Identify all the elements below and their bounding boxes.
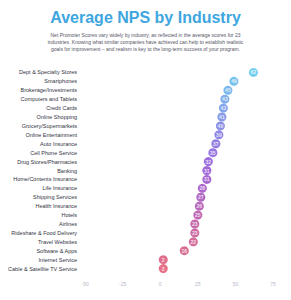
- svg-text:37: 37: [213, 141, 219, 147]
- svg-text:32: 32: [206, 159, 212, 165]
- svg-text:Health Insurance: Health Insurance: [35, 203, 77, 209]
- svg-text:Dept & Specialty Stores: Dept & Specialty Stores: [19, 69, 77, 75]
- svg-text:Shipping Services: Shipping Services: [33, 194, 77, 200]
- svg-text:Rideshare & Food Delivery: Rideshare & Food Delivery: [11, 230, 77, 236]
- svg-text:22: 22: [191, 239, 197, 245]
- svg-text:Smartphones: Smartphones: [44, 78, 77, 84]
- svg-text:Home/Contents Insurance: Home/Contents Insurance: [13, 176, 77, 182]
- svg-text:Banking: Banking: [57, 168, 77, 174]
- svg-text:Life Insurance: Life Insurance: [43, 185, 78, 191]
- svg-text:0: 0: [159, 281, 162, 287]
- svg-text:2: 2: [162, 266, 165, 272]
- svg-text:28: 28: [200, 185, 206, 191]
- svg-text:75: 75: [270, 281, 276, 287]
- svg-text:Online Entertainment: Online Entertainment: [25, 132, 77, 138]
- svg-text:Cable & Satellite TV Service: Cable & Satellite TV Service: [8, 266, 77, 272]
- svg-text:Cell Phone Service: Cell Phone Service: [30, 150, 77, 156]
- svg-text:Average NPS by Industry: Average NPS by Industry: [50, 9, 241, 26]
- svg-text:Travel Websites: Travel Websites: [38, 239, 77, 245]
- svg-text:Brokerage/Investments: Brokerage/Investments: [21, 87, 78, 93]
- svg-text:Internet Service: Internet Service: [39, 257, 78, 263]
- svg-text:16: 16: [182, 248, 188, 254]
- svg-text:25: 25: [195, 212, 201, 218]
- svg-text:50: 50: [233, 281, 239, 287]
- svg-text:Drug Stores/Pharmacies: Drug Stores/Pharmacies: [17, 159, 77, 165]
- svg-text:27: 27: [198, 194, 204, 200]
- svg-text:Hotels: Hotels: [61, 212, 77, 218]
- svg-text:Online Shopping: Online Shopping: [36, 114, 77, 120]
- svg-text:2: 2: [162, 257, 165, 263]
- svg-text:49: 49: [231, 78, 237, 84]
- svg-text:40: 40: [218, 123, 224, 129]
- svg-text:Net Promoter Scores vary widel: Net Promoter Scores vary widely by indus…: [51, 32, 241, 38]
- svg-text:23: 23: [192, 230, 198, 236]
- svg-text:-50: -50: [81, 281, 88, 287]
- svg-text:Grocery/Supermarkets: Grocery/Supermarkets: [22, 123, 78, 129]
- svg-text:31: 31: [204, 176, 210, 182]
- svg-text:Auto Insurance: Auto Insurance: [40, 141, 77, 147]
- svg-text:25: 25: [195, 281, 201, 287]
- svg-text:goals for improvement – and re: goals for improvement – and realism is k…: [51, 46, 240, 52]
- svg-text:45: 45: [225, 87, 231, 93]
- svg-text:Software & Apps: Software & Apps: [36, 248, 77, 254]
- svg-text:Credit Cards: Credit Cards: [46, 105, 77, 111]
- svg-text:35: 35: [210, 150, 216, 156]
- svg-text:23: 23: [192, 221, 198, 227]
- svg-text:41: 41: [219, 114, 225, 120]
- svg-text:43: 43: [222, 96, 228, 102]
- svg-text:42: 42: [221, 105, 227, 111]
- svg-text:62: 62: [251, 69, 257, 75]
- svg-text:Computers and Tablets: Computers and Tablets: [21, 96, 78, 102]
- svg-text:31: 31: [204, 168, 210, 174]
- svg-text:industries. Knowing what simil: industries. Knowing what similar compani…: [48, 39, 244, 45]
- svg-text:Airlines: Airlines: [59, 221, 77, 227]
- svg-text:26: 26: [197, 203, 203, 209]
- svg-text:39: 39: [216, 132, 222, 138]
- svg-text:-25: -25: [119, 281, 126, 287]
